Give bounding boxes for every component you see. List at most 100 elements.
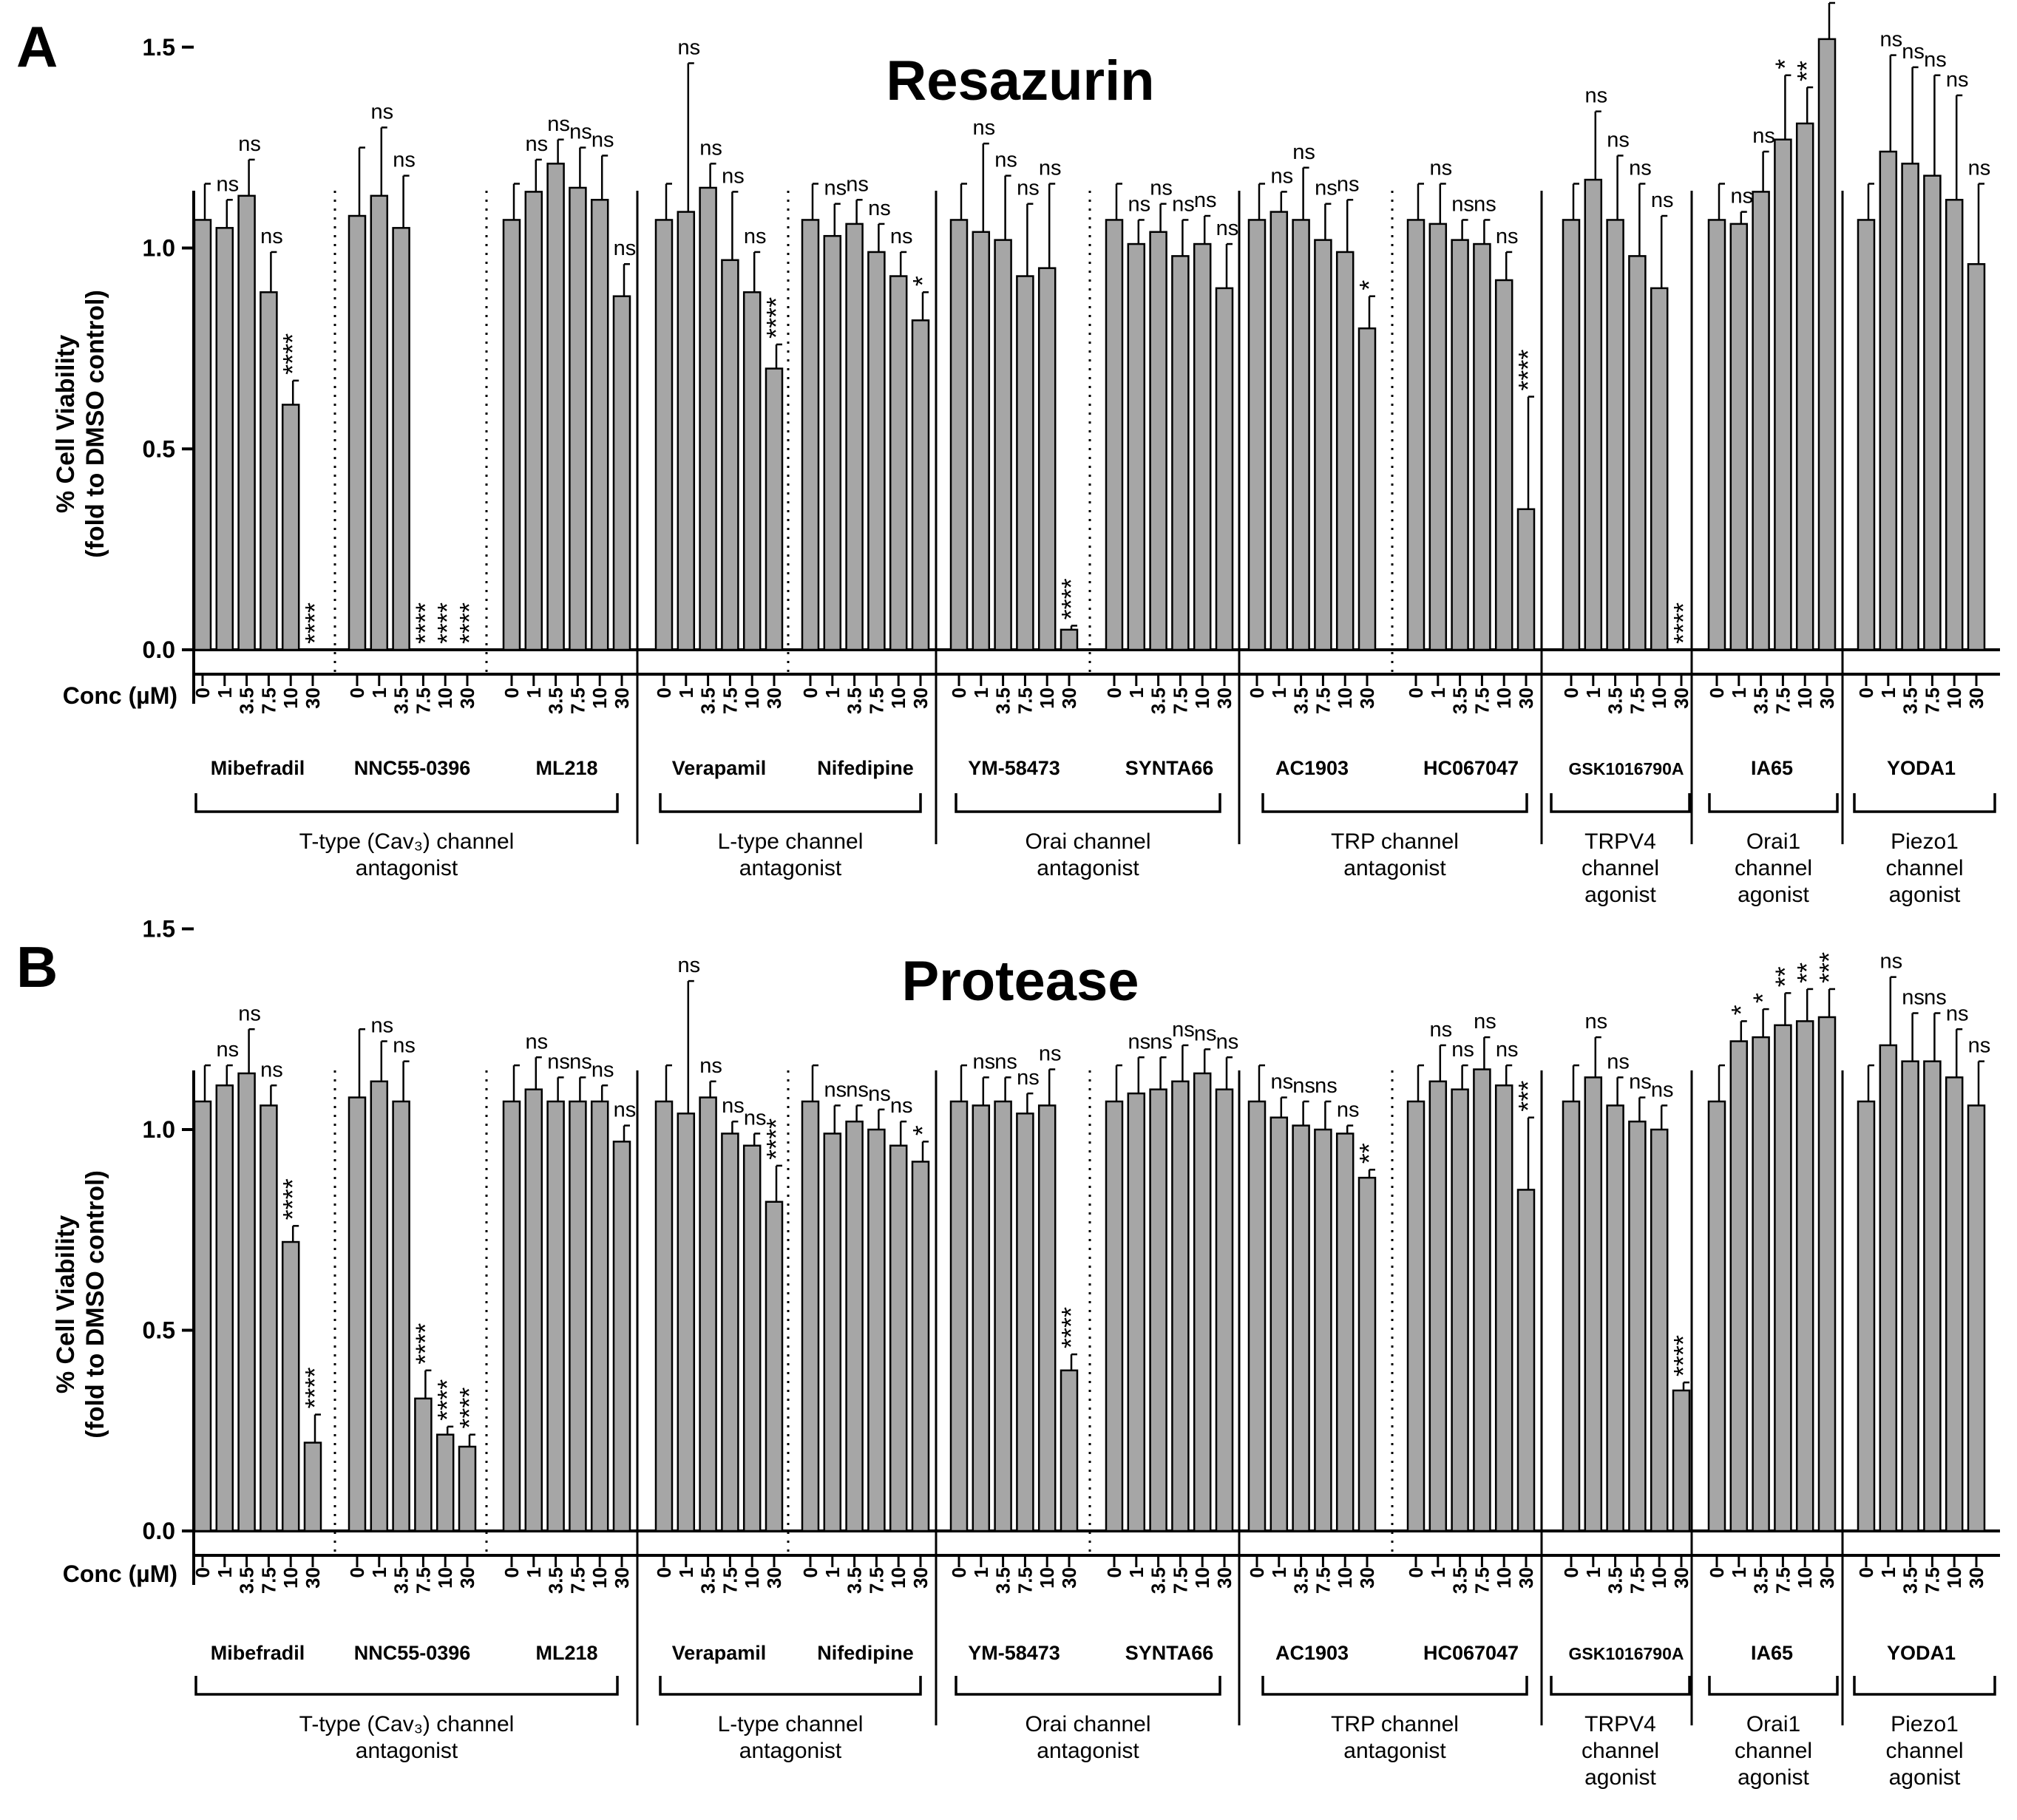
x-tick-label: 30	[909, 1567, 932, 1589]
x-tick-label: 1	[1877, 687, 1899, 698]
significance-label: ns	[525, 132, 548, 156]
significance-label: ns	[1584, 1010, 1607, 1033]
significance-label: ns	[972, 116, 995, 140]
significance-label: ***	[1814, 952, 1844, 983]
bar	[994, 1100, 1012, 1532]
bar	[1707, 1100, 1726, 1532]
bar	[1945, 199, 1964, 651]
significance-label: ****	[1513, 350, 1543, 391]
x-tick-label: 3.5	[1148, 1567, 1170, 1594]
significance-label: *	[907, 276, 938, 286]
x-tick-label: 30	[1816, 1567, 1838, 1589]
bar	[1628, 255, 1647, 651]
x-tick-label: 0	[1103, 687, 1125, 698]
bar	[502, 1100, 521, 1532]
bar	[590, 199, 609, 651]
x-tick-label: 1	[1125, 1567, 1148, 1578]
bar	[1357, 1176, 1377, 1532]
x-tick-label: 30	[456, 687, 478, 709]
significance-label: ****	[410, 1323, 440, 1365]
significance-label: ns	[1496, 225, 1519, 248]
x-tick-label: 7.5	[719, 687, 741, 714]
significance-label: *	[1748, 993, 1778, 1003]
bar	[1516, 1189, 1536, 1532]
bar	[1923, 1060, 1942, 1532]
compound-group: 0 ns 1 ns 3.5 ns 7.5 ns 10 * 30	[799, 1064, 938, 1594]
significance-label: ns	[1879, 950, 1902, 974]
compound-name: GSK1016790A	[1569, 759, 1684, 778]
category-label: agonist	[1584, 883, 1656, 907]
compound-group: 0 ns 1 ns 3.5 ns 7.5 ns 10 **** 30	[653, 35, 791, 714]
compound-group: 0 ns 1 ns 3.5 ns 7.5 ns 10 **** 30	[1560, 84, 1698, 714]
x-tick-label: 7.5	[412, 687, 434, 714]
bar	[1193, 1072, 1212, 1532]
significance-label: ns	[393, 1034, 416, 1058]
significance-label: ***	[1513, 1081, 1543, 1112]
bar	[1037, 1104, 1057, 1532]
bar	[994, 239, 1012, 651]
y-axis-label-line2: (fold to DMSO control)	[81, 1170, 109, 1439]
significance-label: ns	[824, 177, 847, 200]
bar	[1857, 219, 1876, 651]
bar	[1901, 1060, 1919, 1532]
bar	[546, 1100, 565, 1532]
category-label: agonist	[1889, 883, 1961, 907]
x-tick-label: 7.5	[1014, 687, 1036, 714]
x-tick-label: 7.5	[257, 687, 279, 714]
significance-label: ns	[260, 225, 283, 248]
bar	[972, 1104, 991, 1532]
x-tick-label: 0	[1560, 1567, 1582, 1578]
category-label: antagonist	[739, 1739, 842, 1763]
bar	[237, 1072, 256, 1532]
significance-label: ns	[1017, 1066, 1040, 1090]
significance-label: ****	[761, 1118, 791, 1160]
significance-label: ****	[1056, 578, 1086, 619]
significance-label: ****	[1668, 602, 1698, 644]
significance-label: ns	[393, 149, 416, 172]
bar	[1752, 1036, 1770, 1532]
bar	[569, 1100, 587, 1532]
x-tick-label: 10	[434, 687, 456, 709]
significance-label: ns	[744, 1106, 767, 1130]
significance-label: ns	[1292, 140, 1315, 164]
bar	[502, 219, 521, 651]
significance-label: ns	[238, 132, 261, 156]
category-bracket	[955, 793, 1221, 813]
bar	[1314, 1128, 1332, 1532]
category-bracket	[1708, 1676, 1839, 1696]
significance-label: ns	[1270, 164, 1293, 188]
x-tick-label: 1	[523, 687, 545, 698]
compound-group: 0 ns 1 ns 3.5 ns 7.5 **** 10 **** 30	[191, 1002, 330, 1594]
bar	[1901, 163, 1919, 651]
bar	[677, 1113, 696, 1532]
category-label: channel	[1885, 856, 1963, 880]
bar	[458, 1445, 477, 1532]
x-tick-label: 3.5	[545, 1567, 567, 1594]
x-tick-label: 7.5	[1169, 687, 1191, 714]
bar	[801, 219, 820, 651]
significance-label: ****	[1668, 1335, 1698, 1376]
bar	[1967, 1104, 1986, 1532]
significance-label: ns	[1968, 157, 1991, 180]
panel-title: Protease	[901, 950, 1139, 1013]
bar	[370, 194, 389, 651]
compound-group: 0 ns 1 ns 3.5 ns 7.5 ns 10 ns 30	[1103, 177, 1238, 714]
category-label: antagonist	[1037, 1739, 1139, 1763]
bar	[1817, 38, 1837, 651]
category-label: TRP channel	[1331, 1712, 1459, 1736]
significance-label: ns	[1128, 192, 1150, 216]
bar	[260, 1104, 278, 1532]
significance-label: ns	[722, 1094, 745, 1118]
category-label: agonist	[1738, 883, 1809, 907]
x-tick-label: 0	[1855, 1567, 1877, 1578]
compound-group: 0 ns 1 ns 3.5 ns 7.5 ns 10 ns 30	[501, 112, 636, 714]
bar	[654, 1100, 674, 1532]
x-tick-label: 30	[1515, 1567, 1537, 1589]
bar	[1127, 1092, 1146, 1532]
compound-name: IA65	[1751, 757, 1793, 779]
bar	[1967, 262, 1986, 651]
x-tick-label: 10	[1191, 1567, 1213, 1589]
x-tick-label: 3.5	[697, 687, 719, 714]
bar	[1451, 239, 1469, 651]
